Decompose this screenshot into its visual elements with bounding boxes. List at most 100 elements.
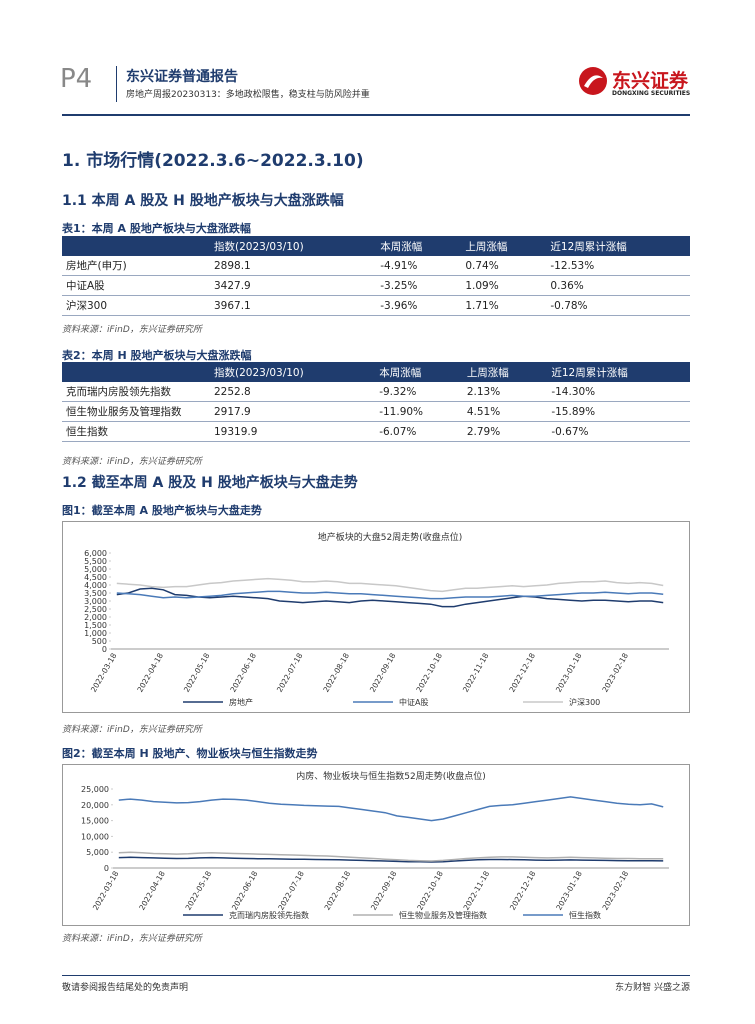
report-subtitle: 房地产周报20230313：多地政松限售，稳支柱与防风险并重 [126,90,370,100]
logo-text: 东兴证券 [612,70,689,92]
y-tick-label: 5,000 [84,565,107,574]
legend-label: 恒生指数 [569,910,601,920]
cell: 1.09% [461,275,547,296]
line-series [116,590,664,600]
cell: 1.71% [461,295,547,316]
x-tick-label: 2022-09-18 [369,869,399,911]
table: 指数(2023/03/10) 本周涨幅 上周涨幅 近12周累计涨幅 克而瑞内房股领先指数… [62,362,690,442]
y-tick-label: 2,000 [84,613,107,622]
chart-title: 地产板块的大盘52周走势(收盘点位) [318,531,462,543]
x-tick-label: 2022-07-18 [276,869,306,911]
header-cell [62,362,210,382]
row: 中证A股 3427.9 -3.25% 1.09% 0.36% [62,275,690,296]
cell: 2.13% [462,382,548,402]
cell: 恒生物业服务及管理指数 [62,401,210,422]
header-cell: 上周涨幅 [461,236,547,256]
cell: -11.90% [375,401,463,422]
legend-label: 克而瑞内房股领先指数 [229,910,309,920]
header-cell: 指数(2023/03/10) [210,236,377,256]
x-tick-label: 2022-07-18 [275,651,305,693]
logo-mark [579,67,607,95]
x-tick-label: 2022-03-18 [91,869,121,911]
cell: 克而瑞内房股领先指数 [62,382,210,402]
cell: -3.96% [376,295,462,316]
header-cell: 本周涨幅 [376,236,462,256]
x-tick-label: 2022-05-18 [184,869,214,911]
cell: -14.30% [547,382,690,402]
y-tick-label: 6,000 [84,549,107,558]
x-tick-label: 2022-12-18 [508,869,538,911]
page-number: P4 [60,64,93,94]
y-tick-label: 0 [104,864,109,873]
y-tick-label: 10,000 [81,832,109,841]
cell: 0.74% [461,256,547,276]
chart-title: 内房、物业板块与恒生指数52周走势(收盘点位) [296,770,485,782]
cell: 19319.9 [210,421,376,442]
cell: -9.32% [375,382,463,402]
logo-english: DONGXING SECURITIES [612,90,691,97]
x-tick-label: 2022-08-18 [321,651,351,693]
heading-2: 1.2 截至本周 A 股及 H 股地产板块与大盘走势 [62,475,358,491]
y-tick-label: 3,000 [84,597,107,606]
x-tick-label: 2023-02-18 [601,869,631,911]
cell: 2917.9 [210,401,376,422]
x-tick-label: 2022-11-18 [462,869,492,911]
y-tick-label: 15,000 [81,817,109,826]
x-tick-label: 2022-06-18 [230,869,260,911]
cell: 2252.8 [210,382,376,402]
cell: 沪深300 [62,295,210,316]
figure-caption: 图2：截至本周 H 股地产、物业板块与恒生指数走势 [62,747,318,760]
figure-caption: 图1：截至本周 A 股地产板块与大盘走势 [62,504,262,517]
x-tick-label: 2022-12-18 [507,651,537,693]
x-tick-label: 2022-04-18 [137,869,167,911]
divider [116,66,117,102]
row: 房地产(申万) 2898.1 -4.91% 0.74% -12.53% [62,256,690,276]
header-row: 指数(2023/03/10) 本周涨幅 上周涨幅 近12周累计涨幅 [62,236,690,256]
header-cell [62,236,210,256]
footer-rule [62,975,690,976]
cell: -6.07% [375,421,463,442]
y-tick-label: 2,500 [84,605,107,614]
y-tick-label: 25,000 [81,785,109,794]
cell: 2898.1 [210,256,377,276]
y-tick-label: 3,500 [84,589,107,598]
heading-1: 1. 市场行情(2022.3.6~2022.3.10) [62,151,364,171]
x-tick-label: 2022-11-18 [461,651,491,693]
x-tick-label: 2022-06-18 [228,651,258,693]
header-cell: 近12周累计涨幅 [546,236,690,256]
x-tick-label: 2022-03-18 [89,651,119,693]
y-tick-label: 1,500 [84,621,107,630]
y-tick-label: 4,500 [84,573,107,582]
y-tick-label: 5,500 [84,557,107,566]
header-cell: 近12周累计涨幅 [547,362,690,382]
heading-2: 1.1 本周 A 股及 H 股地产板块与大盘涨跌幅 [62,193,344,209]
cell: -0.78% [546,295,690,316]
row: 克而瑞内房股领先指数 2252.8 -9.32% 2.13% -14.30% [62,382,690,402]
cell: 3427.9 [210,275,377,296]
cell: -3.25% [376,275,462,296]
x-tick-label: 2023-02-18 [600,651,630,693]
header-rule [62,114,690,116]
cell: 3967.1 [210,295,377,316]
source: 资料来源：iFinD，东兴证券研究所 [62,457,202,467]
row: 恒生指数 19319.9 -6.07% 2.79% -0.67% [62,421,690,442]
legend-label: 中证A股 [399,697,428,707]
line-series [118,851,664,862]
x-tick-label: 2022-05-18 [182,651,212,693]
y-tick-label: 20,000 [81,801,109,810]
line-series [116,587,664,608]
row: 沪深300 3967.1 -3.96% 1.71% -0.78% [62,295,690,316]
chart: 内房、物业板块与恒生指数52周走势(收盘点位) 0 5,000 10,000 15,00… [62,764,690,926]
line-series [116,577,664,593]
cell: 2.79% [462,421,548,442]
y-tick-label: 500 [92,637,107,646]
line-series [118,856,664,863]
table: 指数(2023/03/10) 本周涨幅 上周涨幅 近12周累计涨幅 房地产(申万) 289… [62,236,690,316]
x-tick-label: 2023-01-18 [554,869,584,911]
y-tick-label: 1,000 [84,629,107,638]
cell: -15.89% [547,401,690,422]
y-tick-label: 0 [102,645,107,654]
cell: -12.53% [546,256,690,276]
source: 资料来源：iFinD，东兴证券研究所 [62,725,202,735]
